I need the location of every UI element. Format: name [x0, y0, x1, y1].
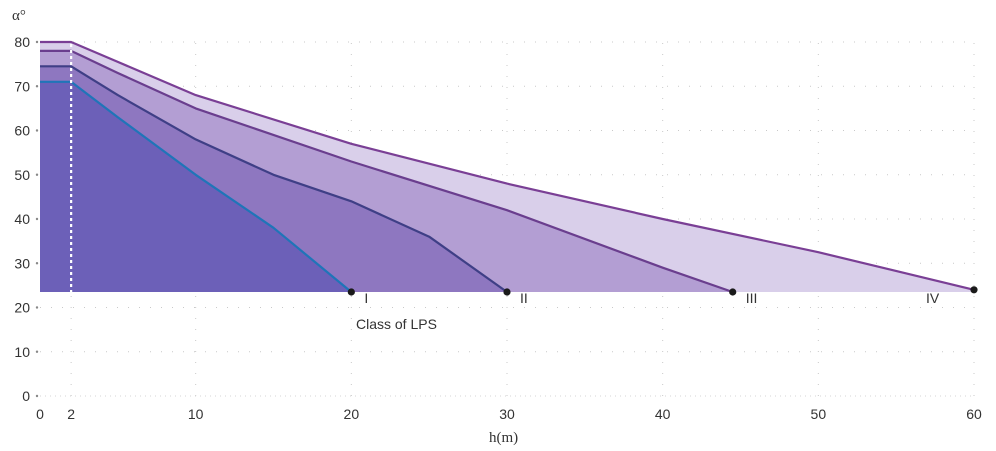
line-I [40, 80, 353, 293]
y-tick-mark-20 [35, 306, 39, 309]
x-tick-40: 40 [655, 406, 671, 422]
y-tick-20: 20 [14, 300, 30, 316]
class-of-lps-annotation: Class of LPS [356, 316, 437, 332]
series-label-I: I [364, 290, 368, 306]
y-tick-mark-50 [35, 173, 39, 176]
tick-labels: 0 10 20 30 40 50 60 70 80 0 2 10 20 30 40 50 60 [14, 34, 982, 422]
y-tick-mark-0 [35, 394, 39, 398]
y-tick-0: 0 [22, 388, 30, 404]
endpoint-I [347, 288, 355, 296]
y-tick-50: 50 [14, 167, 30, 183]
y-tick-mark-60 [35, 129, 39, 132]
x-tick-2: 2 [67, 406, 75, 422]
y-tick-10: 10 [14, 344, 30, 360]
y-tick-40: 40 [14, 211, 30, 227]
y-tick-mark-80 [35, 40, 39, 44]
x-axis-label: h(m) [489, 430, 518, 446]
x-tick-60: 60 [966, 406, 982, 422]
x-tick-10: 10 [188, 406, 204, 422]
endpoint-II [503, 288, 511, 296]
y-tick-70: 70 [14, 78, 30, 94]
y-tick-mark-30 [35, 262, 39, 265]
line-IV [40, 40, 975, 291]
y-tick-30: 30 [14, 255, 30, 271]
line-III [40, 49, 734, 294]
x-tick-20: 20 [344, 406, 360, 422]
endpoint-IV [970, 286, 978, 294]
y-tick-mark-10 [35, 350, 39, 353]
y-tick-mark-40 [35, 217, 39, 221]
series-lines [40, 40, 975, 294]
line-II [40, 65, 508, 293]
x-tick-0: 0 [36, 406, 44, 422]
y-tick-80: 80 [14, 34, 30, 50]
series-label-II: II [520, 290, 528, 306]
series-areas [40, 42, 974, 293]
y-tick-mark-70 [35, 85, 39, 88]
endpoint-III [729, 288, 737, 296]
y-axis-label: α° [12, 8, 26, 24]
x-tick-30: 30 [499, 406, 515, 422]
series-label-III: III [746, 290, 758, 306]
series-endpoints [347, 286, 978, 296]
area-I [40, 81, 352, 293]
y-tick-60: 60 [14, 123, 30, 139]
series-label-IV: IV [926, 290, 940, 306]
x-tick-50: 50 [811, 406, 827, 422]
